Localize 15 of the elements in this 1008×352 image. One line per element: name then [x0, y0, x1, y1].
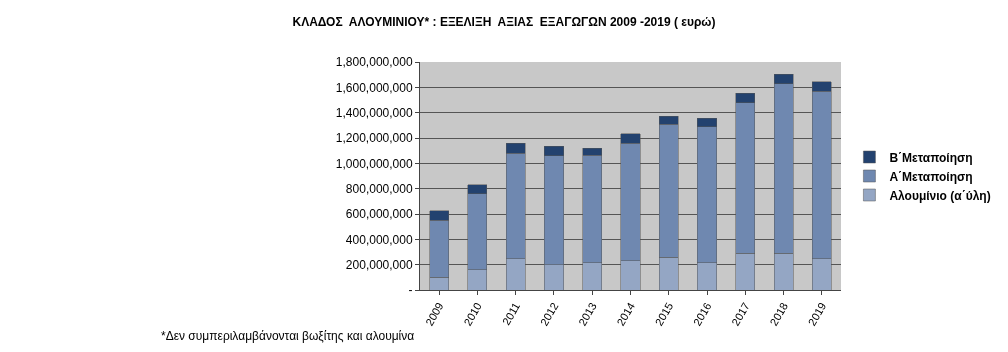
- y-tick-label: 1,800,000,000: [335, 55, 413, 70]
- legend-label: Β΄Μεταποίηση: [889, 150, 973, 165]
- legend-label: Αλουμίνιο (α΄ύλη): [889, 188, 991, 203]
- y-tick-label: 600,000,000: [345, 207, 413, 222]
- y-tick-label: 400,000,000: [345, 232, 413, 247]
- legend-label: Α΄Μεταποίηση: [889, 169, 973, 184]
- y-tick-label: 200,000,000: [345, 257, 413, 272]
- y-tick-label: 1,400,000,000: [335, 105, 413, 120]
- y-tick-label: 1,000,000,000: [335, 156, 413, 171]
- text: *Δεν συμπεριλαμβάνονται βωξίτης και αλουμίνα: [161, 329, 415, 343]
- y-tick-label: 1,600,000,000: [335, 80, 413, 95]
- y-tick-label: -: [408, 283, 413, 298]
- y-tick-label: 1,200,000,000: [335, 131, 413, 146]
- y-tick-label: 800,000,000: [345, 181, 413, 196]
- chart-title: ΚΛΑΔΟΣ ΑΛΟΥΜΙΝΙΟΥ* : ΕΞΕΛΙΞΗ ΑΞΙΑΣ ΕΞΑΓΩΓΩΝ 2009 -2019 ( ευρώ): [292, 15, 716, 29]
